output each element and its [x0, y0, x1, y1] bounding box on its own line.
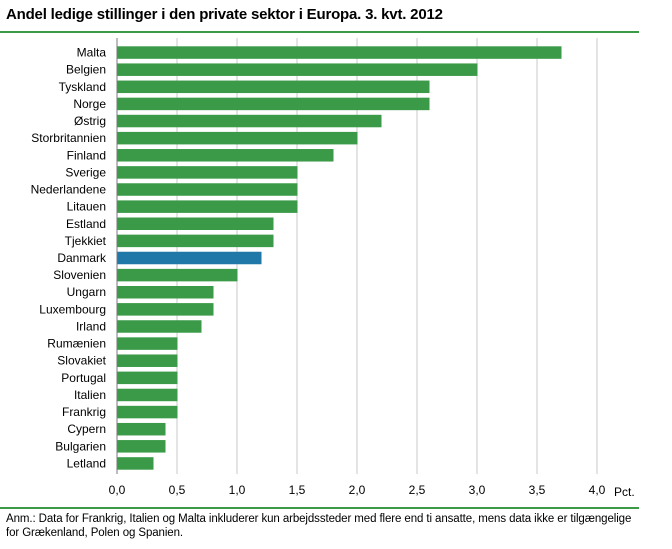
x-tick-label: 3,0 — [469, 483, 486, 497]
category-labels: Malta Belgien Tyskland Norge Østrig Storbrita… — [31, 46, 107, 471]
bar-luxembourg — [117, 303, 214, 316]
x-tick-label: 1,0 — [229, 483, 246, 497]
category-label: Luxembourg — [39, 302, 106, 316]
bar-norge — [117, 97, 430, 111]
category-label: Litauen — [67, 200, 106, 214]
bar-finland — [117, 149, 334, 162]
bar-litauen — [117, 200, 298, 213]
bar-storbritannien — [117, 131, 358, 145]
gridlines — [176, 38, 598, 474]
x-tick-label: 4,0 — [589, 483, 606, 497]
x-tick-label: 2,5 — [409, 483, 426, 497]
category-label: Norge — [73, 97, 106, 111]
chart-title: Andel ledige stillinger i den private se… — [6, 6, 443, 23]
category-label: Letland — [67, 456, 106, 470]
bar-frankrig — [117, 405, 178, 419]
category-label: Ungarn — [67, 285, 106, 299]
bar-rumænien — [117, 337, 178, 350]
category-label: Nederlandene — [31, 183, 107, 197]
category-label: Danmark — [57, 251, 107, 265]
bar-cypern — [117, 422, 166, 436]
category-label: Slovakiet — [57, 354, 106, 368]
bar-slovenien — [117, 268, 238, 282]
category-label: Italien — [74, 388, 106, 402]
bar-østrig — [117, 114, 382, 128]
category-label: Irland — [76, 319, 106, 333]
x-tick-label: 0,5 — [169, 483, 186, 497]
bar-malta — [117, 46, 562, 59]
category-label: Østrig — [74, 114, 106, 128]
bar-tyskland — [117, 80, 430, 94]
x-axis-unit: Pct. — [614, 485, 635, 499]
bar-irland — [117, 320, 202, 333]
bar-estland — [117, 217, 274, 231]
bar-tjekkiet — [117, 234, 274, 248]
category-label: Cypern — [67, 422, 106, 436]
x-tick-labels: 0,0 0,5 1,0 1,5 2,0 2,5 3,0 3,5 4,0 — [109, 483, 606, 497]
bar-ungarn — [117, 285, 214, 299]
category-label: Belgien — [66, 63, 106, 77]
bar-danmark — [117, 251, 262, 265]
category-label: Sverige — [65, 165, 106, 179]
x-tick-label: 1,5 — [289, 483, 306, 497]
category-label: Tjekkiet — [65, 234, 107, 248]
bar-italien — [117, 388, 178, 402]
category-label: Malta — [77, 46, 107, 60]
bar-belgien — [117, 63, 478, 76]
title-rule — [0, 31, 639, 33]
bar-bulgarien — [117, 440, 166, 453]
bars — [117, 46, 562, 470]
footnote: Anm.: Data for Frankrig, Italien og Malt… — [6, 513, 632, 539]
x-tick-label: 3,5 — [529, 483, 546, 497]
x-tick-label: 2,0 — [349, 483, 366, 497]
footer-rule — [0, 507, 639, 509]
category-label: Storbritannien — [31, 131, 106, 145]
category-label: Portugal — [61, 371, 106, 385]
x-tick-label: 0,0 — [109, 483, 126, 497]
category-label: Slovenien — [53, 268, 106, 282]
bar-nederlandene — [117, 183, 298, 196]
category-label: Frankrig — [62, 405, 106, 419]
category-label: Tyskland — [59, 80, 106, 94]
category-label: Finland — [67, 148, 106, 162]
category-label: Rumænien — [47, 337, 106, 351]
bar-sverige — [117, 166, 298, 179]
bar-slovakiet — [117, 354, 178, 367]
category-label: Estland — [66, 217, 106, 231]
category-label: Bulgarien — [55, 439, 106, 453]
bar-letland — [117, 457, 154, 470]
bar-portugal — [117, 371, 178, 385]
